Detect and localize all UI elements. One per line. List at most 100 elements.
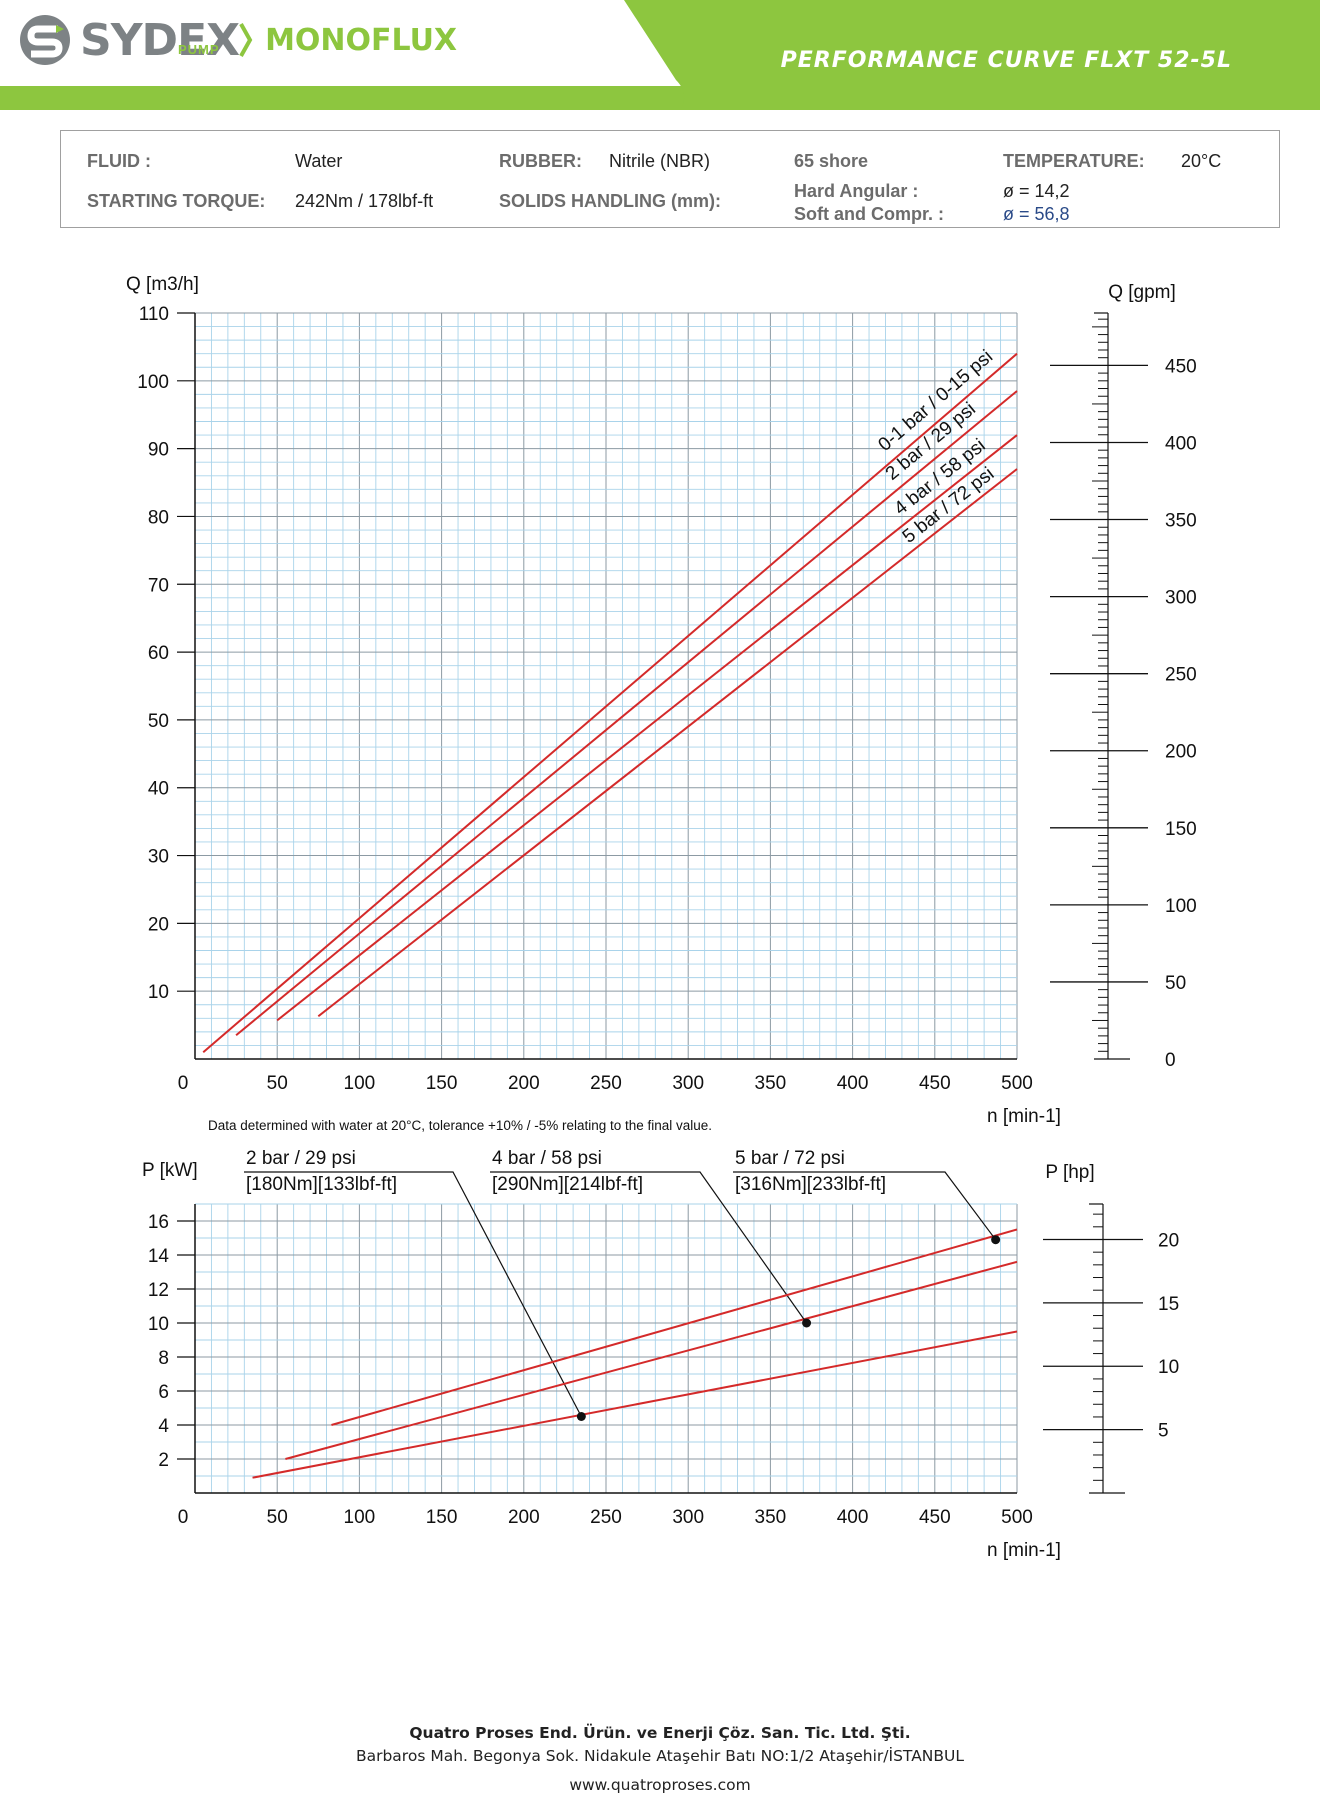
y-tick-label: 6 bbox=[158, 1382, 169, 1403]
soft-compr-label: Soft and Compr. : bbox=[794, 204, 944, 224]
series-line bbox=[331, 1228, 1018, 1426]
y-tick-label: 40 bbox=[148, 779, 169, 800]
x-tick-label: 50 bbox=[267, 1507, 288, 1528]
x-tick-label: 150 bbox=[426, 1507, 458, 1528]
secondary-tick-label: 350 bbox=[1165, 511, 1197, 532]
series-callout bbox=[244, 1171, 582, 1417]
torque-value: 242Nm / 178lbf-ft bbox=[295, 191, 434, 211]
x-tick-label: 450 bbox=[919, 1073, 951, 1094]
x-tick-label: 400 bbox=[837, 1073, 869, 1094]
x-tick-label: 50 bbox=[267, 1073, 288, 1094]
series-1: 0-1 bar / 0-15 psi bbox=[202, 346, 1018, 1053]
y-tick-label: 50 bbox=[148, 711, 169, 732]
x-tick-label: 400 bbox=[837, 1507, 869, 1528]
secondary-tick-label: 20 bbox=[1158, 1230, 1179, 1251]
y-tick-label: 2 bbox=[158, 1450, 169, 1471]
tolerance-note: Data determined with water at 20°C, tole… bbox=[208, 1118, 712, 1133]
series-line bbox=[285, 1260, 1018, 1460]
series-line bbox=[317, 468, 1018, 1018]
secondary-scale: 0 50 100 150 200 250 300 350 400 450 bbox=[1050, 312, 1197, 1071]
x-tick-label: 250 bbox=[590, 1073, 622, 1094]
fluid-label: FLUID : bbox=[87, 151, 151, 171]
x-tick-label: 100 bbox=[344, 1507, 376, 1528]
series-torque-label: [290Nm][214lbf-ft] bbox=[492, 1174, 643, 1195]
brand-name: SYDEX bbox=[80, 14, 240, 66]
hard-angular-label: Hard Angular : bbox=[794, 181, 919, 201]
secondary-tick-label: 400 bbox=[1165, 433, 1197, 454]
secondary-tick-label: 50 bbox=[1165, 973, 1186, 994]
header-graphic bbox=[0, 0, 1320, 110]
x-tick-label: 500 bbox=[1001, 1507, 1033, 1528]
secondary-tick-label: 200 bbox=[1165, 742, 1197, 763]
series-4: 5 bar / 72 psi bbox=[317, 463, 1018, 1018]
y-axis-label: P [kW] bbox=[142, 1160, 198, 1181]
torque-label: STARTING TORQUE: bbox=[87, 191, 266, 211]
y-tick-label: 70 bbox=[148, 575, 169, 596]
footer-address: Barbaros Mah. Begonya Sok. Nidakule Ataş… bbox=[355, 1747, 965, 1765]
y-tick-label: 20 bbox=[148, 914, 169, 935]
y-tick-label: 100 bbox=[137, 372, 169, 393]
series-callout bbox=[490, 1171, 808, 1324]
x-axis-label: n [min-1] bbox=[987, 1540, 1061, 1561]
series-torque-label: [316Nm][233lbf-ft] bbox=[735, 1174, 886, 1195]
secondary-scale: 5 10 15 20 bbox=[1043, 1203, 1179, 1494]
series-3: 5 bar / 72 psi [316Nm][233lbf-ft] bbox=[331, 1148, 1018, 1426]
x-tick-label: 500 bbox=[1001, 1073, 1033, 1094]
power-chart: 2 4 6 8 10 12 14 16 0 50 100 150 200 250 300 350 400 450 5… bbox=[142, 1148, 1179, 1561]
spec-panel: FLUID : Water RUBBER: Nitrile (NBR) 65 s… bbox=[60, 130, 1280, 228]
y-tick-label: 8 bbox=[158, 1348, 169, 1369]
secondary-tick-label: 15 bbox=[1158, 1294, 1179, 1315]
y-tick-label: 60 bbox=[148, 643, 169, 664]
secondary-axis-label: Q [gpm] bbox=[1108, 282, 1176, 303]
page-title: PERFORMANCE CURVE FLXT 52-5L bbox=[780, 48, 1232, 73]
x-tick-label: 0 bbox=[178, 1507, 189, 1528]
y-tick-label: 10 bbox=[148, 1314, 169, 1335]
series-line bbox=[252, 1330, 1018, 1479]
soft-compr-value: ø = 56,8 bbox=[1003, 204, 1070, 224]
x-axis-label: n [min-1] bbox=[987, 1106, 1061, 1127]
solids-label: SOLIDS HANDLING (mm): bbox=[499, 191, 721, 211]
x-tick-label: 150 bbox=[426, 1073, 458, 1094]
x-tick-label: 350 bbox=[755, 1507, 787, 1528]
x-tick-label: 0 bbox=[178, 1073, 189, 1094]
fluid-value: Water bbox=[295, 151, 343, 171]
secondary-tick-label: 150 bbox=[1165, 819, 1197, 840]
secondary-tick-label: 100 bbox=[1165, 896, 1197, 917]
x-tick-label: 450 bbox=[919, 1507, 951, 1528]
y-tick-label: 16 bbox=[148, 1212, 169, 1233]
footer-website[interactable]: www.quatroproses.com bbox=[569, 1776, 751, 1794]
secondary-tick-label: 0 bbox=[1165, 1050, 1176, 1071]
y-tick-label: 110 bbox=[139, 304, 169, 325]
x-tick-label: 100 bbox=[344, 1073, 376, 1094]
secondary-tick-label: 250 bbox=[1165, 665, 1197, 686]
series-2: 4 bar / 58 psi [290Nm][214lbf-ft] bbox=[285, 1148, 1018, 1460]
rubber-label: RUBBER: bbox=[499, 151, 582, 171]
secondary-tick-label: 10 bbox=[1158, 1357, 1179, 1378]
product-line: MONOFLUX bbox=[265, 22, 458, 58]
series-label: 2 bar / 29 psi bbox=[246, 1148, 356, 1169]
series-line bbox=[202, 352, 1018, 1053]
shore-value: 65 shore bbox=[794, 151, 869, 171]
y-tick-label: 4 bbox=[158, 1416, 169, 1437]
series-line bbox=[276, 434, 1018, 1022]
secondary-axis-label: P [hp] bbox=[1045, 1162, 1094, 1183]
x-tick-label: 300 bbox=[672, 1507, 704, 1528]
y-tick-label: 14 bbox=[148, 1246, 170, 1267]
y-tick-label: 12 bbox=[148, 1280, 169, 1301]
footer-company: Quatro Proses End. Ürün. ve Enerji Çöz. … bbox=[409, 1724, 911, 1742]
x-tick-label: 200 bbox=[508, 1073, 540, 1094]
series-3: 4 bar / 58 psi bbox=[276, 434, 1018, 1022]
x-tick-label: 250 bbox=[590, 1507, 622, 1528]
sydex-logo-icon bbox=[20, 15, 70, 65]
x-tick-label: 300 bbox=[672, 1073, 704, 1094]
y-axis-label: Q [m3/h] bbox=[126, 274, 199, 295]
secondary-tick-label: 300 bbox=[1165, 588, 1197, 609]
y-tick-label: 10 bbox=[148, 982, 169, 1003]
series-line bbox=[235, 390, 1018, 1037]
y-tick-label: 30 bbox=[148, 847, 169, 868]
series-torque-label: [180Nm][133lbf-ft] bbox=[246, 1174, 397, 1195]
brand-chevron-icon bbox=[239, 23, 253, 57]
temperature-label: TEMPERATURE: bbox=[1003, 151, 1145, 171]
secondary-tick-label: 5 bbox=[1158, 1421, 1169, 1442]
